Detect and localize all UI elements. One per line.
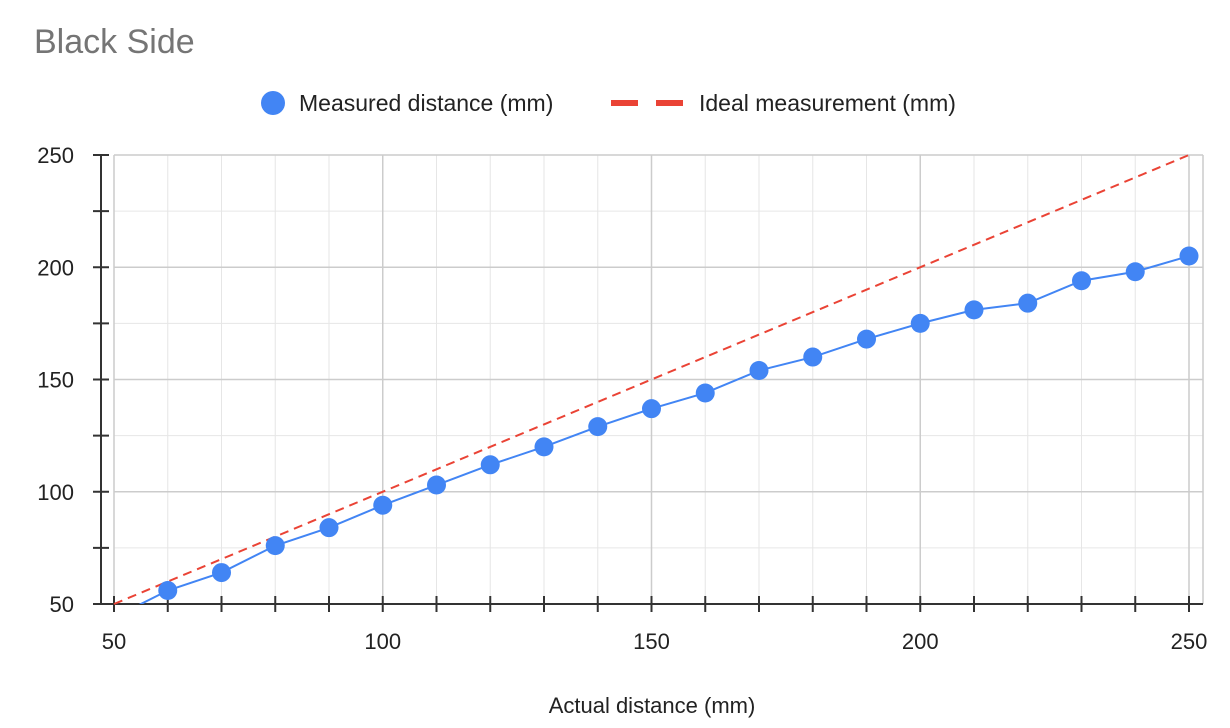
measured-point (803, 347, 823, 367)
y-tick-label: 150 (37, 368, 74, 393)
measured-point (588, 417, 608, 437)
measured-point (373, 495, 393, 515)
measured-point (1018, 293, 1038, 313)
legend-label-measured: Measured distance (mm) (299, 90, 553, 116)
measured-point (857, 329, 876, 349)
y-tick-label: 50 (50, 592, 74, 617)
x-tick-label: 200 (902, 629, 939, 654)
measured-point (642, 399, 661, 419)
x-tick-label: 250 (1171, 629, 1208, 654)
measured-point (910, 313, 930, 333)
measured-point (1072, 271, 1091, 291)
measured-point (964, 300, 984, 320)
measured-point (212, 563, 231, 583)
measured-point (158, 581, 178, 601)
x-axis-title: Actual distance (mm) (549, 693, 756, 718)
x-tick-label: 150 (633, 629, 670, 654)
grid (113, 154, 1204, 605)
x-tick-labels: 50 100 150 200 250 (102, 629, 1208, 654)
measured-point (695, 383, 715, 403)
measured-point (749, 361, 769, 381)
measured-point (1125, 262, 1145, 282)
chart-title: Black Side (34, 23, 195, 61)
x-tick-label: 100 (364, 629, 401, 654)
axes (93, 154, 1203, 612)
measured-point (480, 455, 500, 475)
measured-point (534, 437, 554, 457)
y-tick-label: 250 (37, 143, 74, 168)
y-tick-labels: 50 100 150 200 250 (37, 143, 74, 617)
measured-point (1179, 246, 1199, 266)
measured-point (427, 475, 446, 495)
x-tick-label: 50 (102, 629, 126, 654)
measured-point (319, 518, 339, 538)
legend-label-ideal: Ideal measurement (mm) (699, 90, 956, 116)
legend: Measured distance (mm) Ideal measurement… (261, 90, 956, 116)
series (113, 154, 1199, 605)
measured-point (265, 536, 285, 556)
legend-marker-measured (261, 91, 285, 115)
y-tick-label: 100 (37, 480, 74, 505)
y-tick-label: 200 (37, 255, 74, 280)
